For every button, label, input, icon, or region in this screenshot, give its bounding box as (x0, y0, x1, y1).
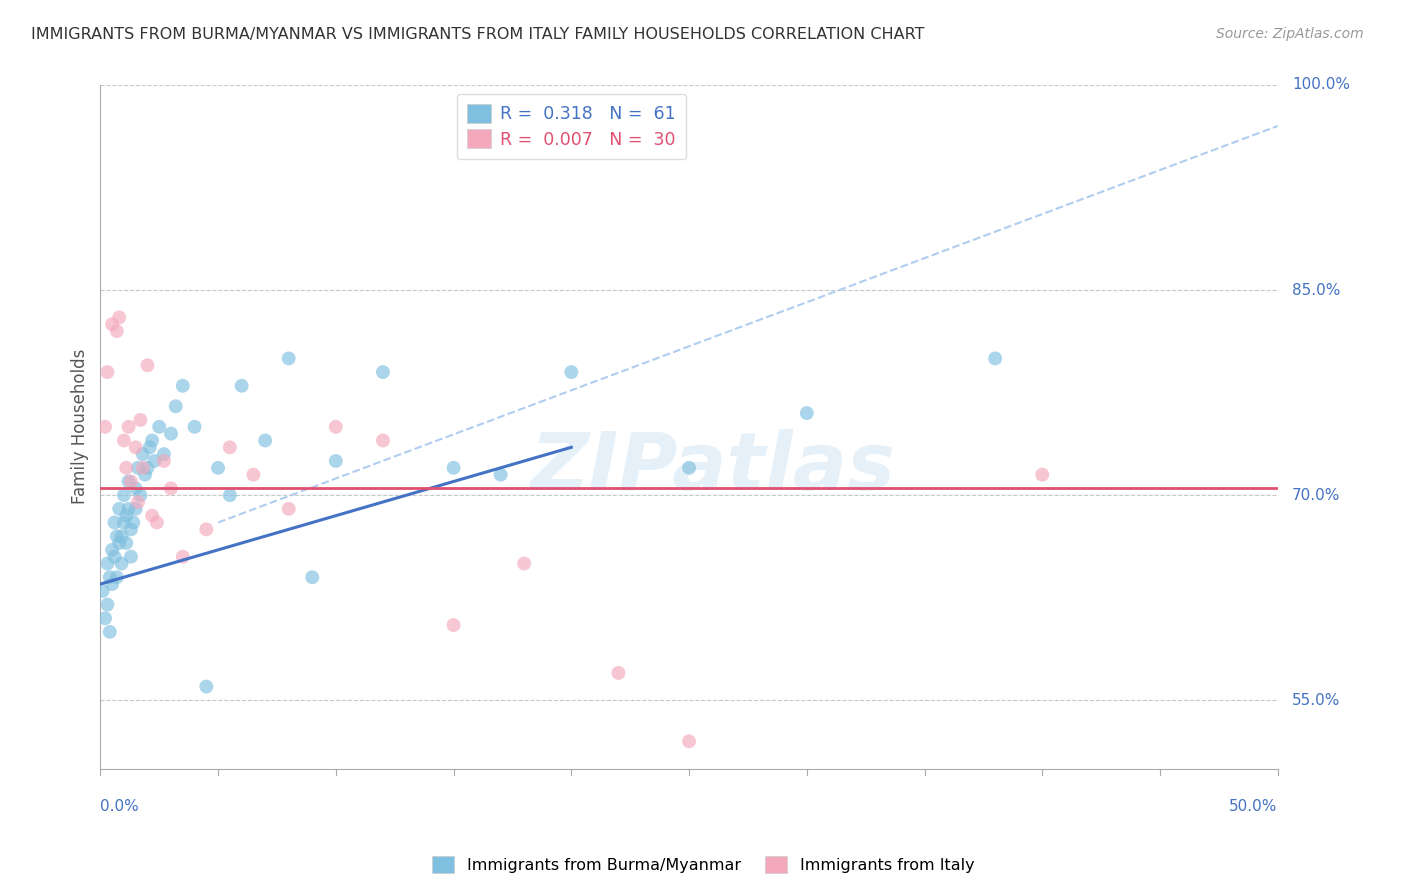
Point (207, 460, 229, 475)
Text: IMMIGRANTS FROM BURMA/MYANMAR VS IMMIGRANTS FROM ITALY FAMILY HOUSEHOLDS CORRELA: IMMIGRANTS FROM BURMA/MYANMAR VS IMMIGRA… (31, 27, 924, 42)
Point (132, 447, 155, 461)
Point (513, 557, 536, 571)
Point (122, 516, 145, 530)
Point (443, 460, 465, 475)
Point (172, 549, 194, 564)
Point (165, 399, 187, 413)
Point (678, 734, 700, 748)
Text: 85.0%: 85.0% (1292, 283, 1340, 298)
Point (115, 536, 138, 550)
Point (101, 542, 124, 557)
Point (218, 488, 240, 502)
Point (231, 378, 253, 392)
Legend: Immigrants from Burma/Myanmar, Immigrants from Italy: Immigrants from Burma/Myanmar, Immigrant… (425, 849, 981, 880)
Point (371, 365, 394, 379)
Point (153, 447, 176, 461)
Point (160, 481, 183, 495)
Point (1031, 467, 1053, 482)
Text: 0.0%: 0.0% (100, 799, 139, 814)
Point (325, 454, 347, 468)
Point (218, 440, 240, 454)
Point (112, 516, 135, 530)
Point (489, 467, 512, 482)
Text: ZIPatlas: ZIPatlas (530, 429, 896, 507)
Point (101, 317, 124, 331)
Point (124, 440, 146, 454)
Point (148, 419, 170, 434)
Point (110, 529, 132, 543)
Point (141, 508, 163, 523)
Point (96, 598, 118, 612)
Point (254, 434, 277, 448)
Point (98, 570, 121, 584)
Point (183, 419, 205, 434)
Y-axis label: Family Households: Family Households (72, 349, 89, 505)
Text: Source: ZipAtlas.com: Source: ZipAtlas.com (1216, 27, 1364, 41)
Point (108, 536, 131, 550)
Point (117, 419, 139, 434)
Point (105, 570, 128, 584)
Point (103, 549, 125, 564)
Point (678, 460, 700, 475)
Text: 55.0%: 55.0% (1292, 693, 1340, 707)
Point (796, 406, 818, 420)
Point (141, 434, 163, 448)
Point (105, 529, 128, 543)
Point (325, 419, 347, 434)
Point (94, 419, 117, 434)
Point (132, 460, 155, 475)
Point (120, 522, 142, 536)
Point (98, 624, 121, 639)
Point (124, 501, 146, 516)
Point (124, 481, 146, 495)
Point (91, 583, 114, 598)
Point (371, 434, 394, 448)
Point (195, 522, 218, 536)
Point (115, 460, 138, 475)
Point (143, 454, 166, 468)
Point (195, 680, 218, 694)
Point (136, 460, 159, 475)
Point (112, 488, 135, 502)
Point (112, 434, 135, 448)
Point (127, 460, 149, 475)
Point (117, 475, 139, 489)
Point (172, 378, 194, 392)
Point (108, 310, 131, 325)
Point (139, 440, 162, 454)
Point (134, 467, 156, 482)
Point (146, 516, 169, 530)
Point (984, 351, 1007, 366)
Text: 70.0%: 70.0% (1292, 488, 1340, 503)
Point (94, 611, 117, 625)
Text: 50.0%: 50.0% (1229, 799, 1278, 814)
Point (96, 557, 118, 571)
Text: 100.0%: 100.0% (1292, 78, 1350, 93)
Point (443, 618, 465, 632)
Point (160, 426, 183, 441)
Point (120, 475, 142, 489)
Point (108, 501, 131, 516)
Point (129, 413, 152, 427)
Point (136, 358, 159, 372)
Point (115, 508, 138, 523)
Point (103, 516, 125, 530)
Point (560, 365, 582, 379)
Point (120, 549, 142, 564)
Legend: R =  0.318   N =  61, R =  0.007   N =  30: R = 0.318 N = 61, R = 0.007 N = 30 (457, 94, 686, 159)
Point (117, 501, 139, 516)
Point (607, 665, 630, 680)
Point (277, 501, 299, 516)
Point (96, 365, 118, 379)
Point (242, 467, 264, 482)
Point (101, 577, 124, 591)
Point (110, 557, 132, 571)
Point (127, 495, 149, 509)
Point (105, 324, 128, 338)
Point (277, 351, 299, 366)
Point (153, 454, 176, 468)
Point (129, 488, 152, 502)
Point (301, 570, 323, 584)
